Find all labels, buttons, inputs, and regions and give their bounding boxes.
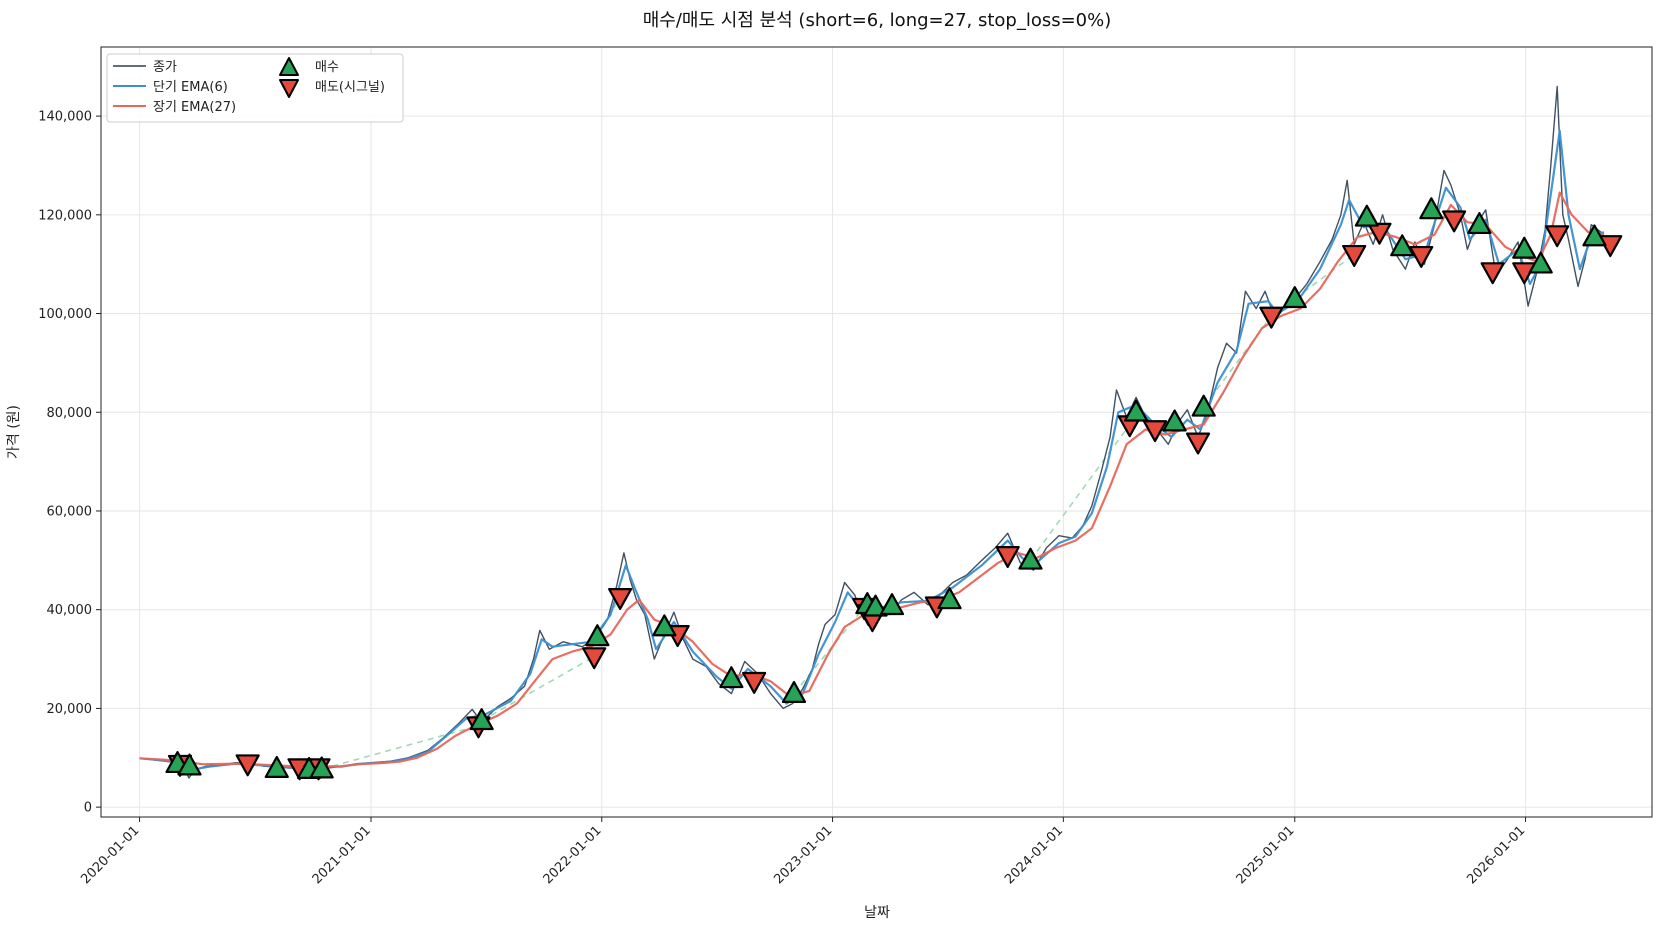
buy-marker-2020-08-05 bbox=[264, 755, 289, 778]
grid bbox=[101, 47, 1652, 817]
buy-marker-2020-10-15 bbox=[309, 756, 334, 779]
trade-link-6 bbox=[1203, 315, 1273, 408]
buy-marker-2020-03-20 bbox=[177, 753, 202, 776]
buy-marker-2023-07-05 bbox=[937, 587, 962, 610]
legend-label-sell: 매도(시그널) bbox=[315, 80, 385, 95]
chart-title: 매수/매도 시점 분석 (short=6, long=27, stop_loss… bbox=[643, 10, 1112, 31]
signal-markers bbox=[165, 197, 1623, 781]
y-tick-label: 60,000 bbox=[47, 504, 93, 519]
buy-marker-2026-04-20 bbox=[1582, 224, 1607, 247]
plot-frame bbox=[100, 46, 1653, 818]
y-tick-label: 100,000 bbox=[38, 307, 92, 322]
legend-label-close: 종가 bbox=[153, 60, 177, 75]
buy-marker-2021-06-25 bbox=[469, 708, 494, 731]
x-axis-title: 날짜 bbox=[864, 905, 890, 921]
buy-marker-2022-11-01 bbox=[781, 680, 807, 703]
sell-marker-2020-06-20 bbox=[235, 754, 260, 777]
sell-marker-2024-11-25 bbox=[1259, 306, 1284, 329]
buy-marker-2023-03-10 bbox=[863, 594, 888, 617]
buy-marker-2023-11-10 bbox=[1018, 547, 1043, 570]
legend-label-buy: 매수 bbox=[315, 60, 339, 75]
sell-marker-2022-01-30 bbox=[608, 588, 633, 611]
buy-marker-2026-01-25 bbox=[1528, 251, 1553, 274]
buy-marker-2025-06-20 bbox=[1390, 234, 1415, 257]
y-tick-label: 40,000 bbox=[47, 603, 93, 618]
sell-marker-2025-09-10 bbox=[1441, 210, 1467, 233]
legend-marker-buy bbox=[279, 57, 299, 76]
sell-marker-2025-07-20 bbox=[1409, 245, 1434, 268]
buy-marker-2025-01-01 bbox=[1282, 286, 1307, 309]
legend-label-ema-long: 장기 EMA(27) bbox=[153, 100, 236, 115]
buy-marker-2025-12-30 bbox=[1512, 236, 1537, 259]
sell-marker-2024-08-01 bbox=[1185, 432, 1211, 455]
buy-marker-2025-04-25 bbox=[1354, 204, 1379, 227]
buy-marker-2025-10-20 bbox=[1467, 212, 1492, 235]
buy-marker-2024-08-10 bbox=[1191, 394, 1216, 417]
buy-marker-2022-04-10 bbox=[652, 614, 677, 637]
trade-link-0 bbox=[321, 724, 479, 770]
buy-marker-2023-04-05 bbox=[879, 593, 905, 616]
sell-marker-2022-08-30 bbox=[742, 671, 767, 694]
legend-marker-sell bbox=[279, 79, 299, 98]
legend-box bbox=[106, 53, 404, 123]
sell-marker-2023-10-05 bbox=[995, 546, 1020, 569]
buy-marker-2024-06-25 bbox=[1162, 409, 1187, 432]
y-tick-label: 0 bbox=[84, 801, 92, 816]
legend-label-ema-short: 단기 EMA(6) bbox=[153, 80, 228, 95]
y-tick-label: 120,000 bbox=[38, 208, 92, 223]
y-tick-label: 140,000 bbox=[38, 110, 92, 125]
buy-marker-2024-04-25 bbox=[1123, 399, 1149, 422]
sell-marker-2025-04-05 bbox=[1342, 244, 1367, 267]
sell-marker-2025-05-15 bbox=[1367, 222, 1392, 245]
sell-marker-2024-05-25 bbox=[1142, 420, 1168, 443]
y-tick-label: 20,000 bbox=[47, 702, 93, 717]
buy-marker-2025-08-05 bbox=[1419, 197, 1444, 220]
sell-marker-2021-12-20 bbox=[582, 647, 607, 670]
legend: 종가 단기 EMA(6) 장기 EMA(27) 매수 매도(시그널) bbox=[106, 53, 404, 123]
y-axis-title: 가격 (원) bbox=[6, 405, 22, 459]
sell-marker-2025-11-10 bbox=[1480, 262, 1505, 285]
sell-marker-2026-02-20 bbox=[1545, 225, 1570, 248]
buy-marker-2022-07-25 bbox=[719, 666, 744, 689]
buy-marker-2021-12-25 bbox=[585, 624, 610, 647]
y-tick-label: 80,000 bbox=[47, 406, 93, 421]
